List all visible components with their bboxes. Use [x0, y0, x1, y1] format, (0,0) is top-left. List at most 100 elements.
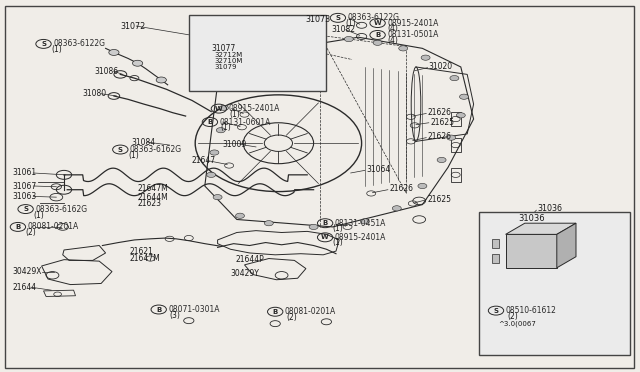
- Text: 31063: 31063: [13, 192, 37, 201]
- Text: 31082: 31082: [332, 25, 356, 34]
- Text: (2): (2): [507, 312, 518, 321]
- Text: 21626: 21626: [428, 132, 452, 141]
- Text: 21647M: 21647M: [138, 185, 168, 193]
- Polygon shape: [506, 234, 557, 268]
- Text: ^3.0(0067: ^3.0(0067: [498, 320, 536, 327]
- Text: 21626: 21626: [389, 185, 413, 193]
- Text: (3): (3): [170, 311, 180, 320]
- Text: B: B: [323, 220, 328, 226]
- Text: 31072: 31072: [120, 22, 145, 31]
- Polygon shape: [506, 223, 576, 234]
- Circle shape: [207, 172, 216, 177]
- Text: B: B: [15, 224, 20, 230]
- Text: 21625: 21625: [430, 118, 454, 126]
- Circle shape: [213, 195, 222, 200]
- Text: W: W: [215, 106, 223, 112]
- Text: 21647: 21647: [192, 156, 216, 165]
- Text: S: S: [493, 308, 499, 314]
- Text: 30429X: 30429X: [13, 267, 42, 276]
- Text: 31067: 31067: [13, 182, 37, 190]
- Text: 30429Y: 30429Y: [230, 269, 259, 278]
- Text: 08071-0301A: 08071-0301A: [168, 305, 220, 314]
- Text: 08363-6122G: 08363-6122G: [348, 13, 399, 22]
- Text: (1): (1): [33, 211, 44, 219]
- Circle shape: [437, 157, 446, 163]
- Bar: [492, 254, 499, 263]
- Text: S: S: [41, 41, 46, 47]
- Circle shape: [344, 36, 353, 42]
- Circle shape: [456, 113, 465, 118]
- Text: (4): (4): [387, 36, 398, 45]
- Text: 08363-6162G: 08363-6162G: [35, 205, 87, 214]
- Text: (1): (1): [333, 238, 344, 247]
- Text: 08363-6162G: 08363-6162G: [130, 145, 182, 154]
- Text: 31079: 31079: [214, 64, 237, 70]
- Circle shape: [450, 76, 459, 81]
- Text: 31073: 31073: [306, 15, 331, 24]
- Text: 31064: 31064: [366, 165, 390, 174]
- Circle shape: [271, 41, 292, 52]
- Circle shape: [392, 206, 401, 211]
- Circle shape: [236, 213, 244, 218]
- Text: 31080: 31080: [82, 89, 106, 98]
- Circle shape: [421, 55, 430, 60]
- Text: 21647M: 21647M: [129, 254, 160, 263]
- Text: B: B: [207, 119, 212, 125]
- Circle shape: [316, 40, 324, 45]
- Circle shape: [220, 105, 228, 110]
- Circle shape: [109, 49, 119, 55]
- Text: B: B: [375, 32, 380, 38]
- Text: 08131-0451A: 08131-0451A: [335, 219, 386, 228]
- Circle shape: [373, 40, 382, 45]
- Text: 31020: 31020: [429, 62, 453, 71]
- Circle shape: [264, 221, 273, 226]
- Text: 08131-0501A: 08131-0501A: [387, 31, 438, 39]
- Text: (2): (2): [287, 313, 298, 322]
- Circle shape: [216, 128, 225, 133]
- Text: 32710M: 32710M: [214, 58, 243, 64]
- Text: 31086: 31086: [95, 67, 119, 76]
- Text: S: S: [335, 15, 340, 21]
- Text: 08131-0601A: 08131-0601A: [220, 118, 271, 126]
- Text: 08915-2401A: 08915-2401A: [387, 19, 438, 28]
- Circle shape: [309, 224, 318, 230]
- Text: 21644M: 21644M: [138, 193, 168, 202]
- Text: S: S: [118, 147, 123, 153]
- Text: 08363-6122G: 08363-6122G: [53, 39, 105, 48]
- Bar: [479, 212, 630, 355]
- Text: B: B: [273, 309, 278, 315]
- Text: (1): (1): [333, 224, 344, 233]
- Circle shape: [296, 44, 306, 49]
- Bar: [492, 239, 499, 248]
- Circle shape: [447, 135, 456, 140]
- Text: 08081-0201A: 08081-0201A: [28, 222, 79, 231]
- Text: 08915-2401A: 08915-2401A: [228, 104, 280, 113]
- Text: 31036: 31036: [538, 204, 563, 213]
- Text: 08510-61612: 08510-61612: [506, 306, 556, 315]
- Circle shape: [220, 83, 228, 88]
- Text: (4): (4): [387, 24, 398, 33]
- Text: 31084: 31084: [131, 138, 156, 147]
- Circle shape: [360, 219, 369, 224]
- Text: 31077: 31077: [211, 44, 236, 53]
- Bar: [189, 15, 326, 91]
- Text: 31036: 31036: [518, 214, 545, 223]
- Text: 21625: 21625: [428, 195, 452, 203]
- Text: 21623: 21623: [138, 199, 161, 208]
- Circle shape: [210, 150, 219, 155]
- Text: S: S: [23, 206, 28, 212]
- Text: W: W: [374, 20, 381, 26]
- Polygon shape: [557, 223, 576, 268]
- Text: (1): (1): [128, 151, 139, 160]
- Text: 21644: 21644: [13, 283, 37, 292]
- Text: W: W: [321, 234, 329, 240]
- Text: (2): (2): [26, 228, 36, 237]
- Text: B: B: [156, 307, 161, 312]
- Text: 08915-2401A: 08915-2401A: [335, 233, 386, 242]
- Circle shape: [156, 77, 166, 83]
- Text: (1): (1): [221, 123, 232, 132]
- Text: 21626: 21626: [428, 108, 452, 117]
- Text: 21621: 21621: [129, 247, 153, 256]
- Text: (1): (1): [51, 45, 62, 54]
- Text: 08081-0201A: 08081-0201A: [285, 307, 336, 316]
